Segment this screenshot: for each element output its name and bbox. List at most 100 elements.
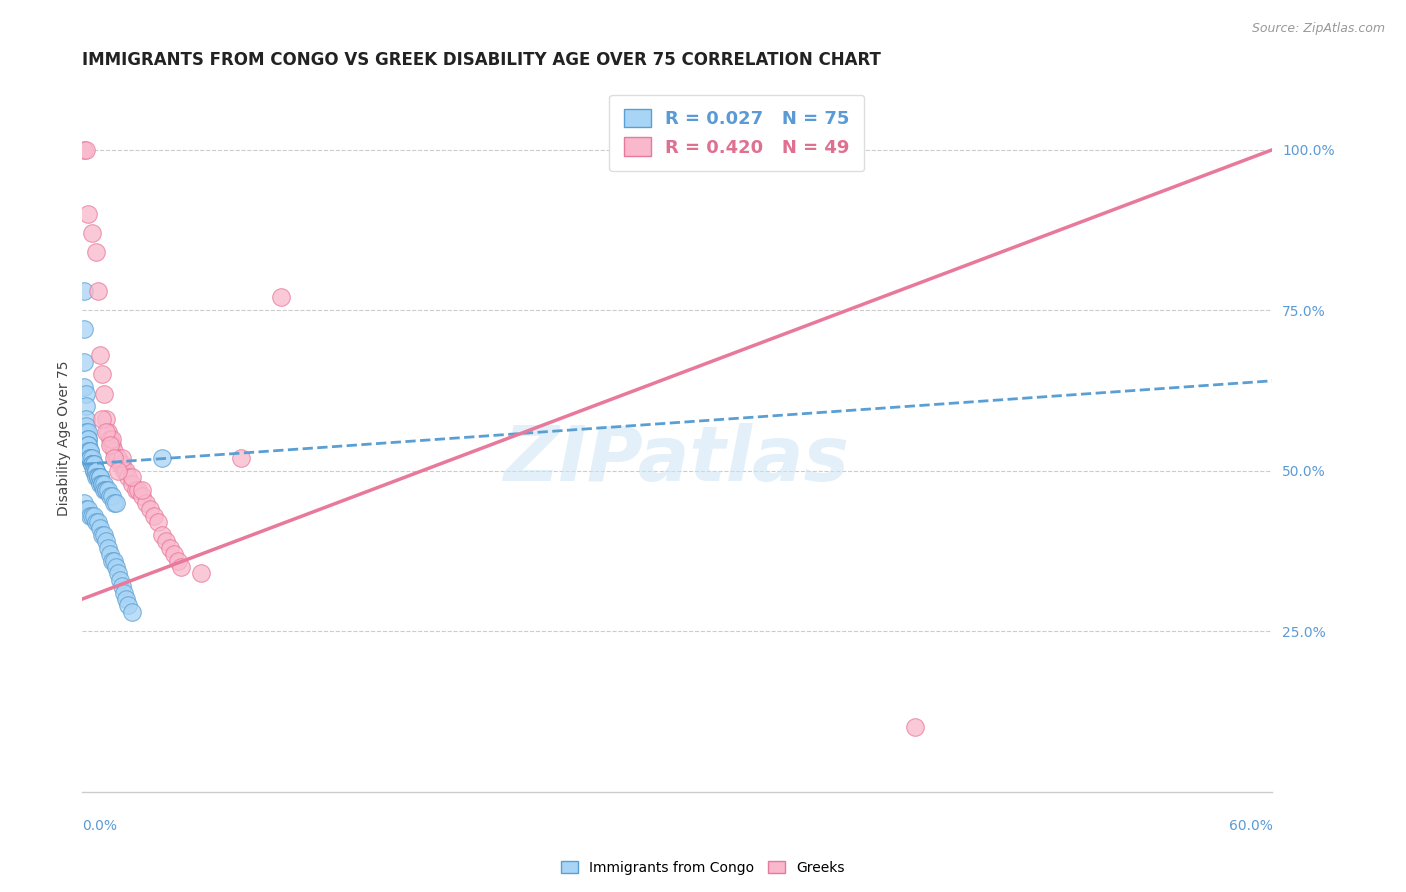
Point	[73, 354, 96, 368]
Point	[103, 496, 125, 510]
Point	[91, 476, 114, 491]
Point	[107, 566, 129, 581]
Text: ZIPatlas: ZIPatlas	[505, 423, 851, 497]
Point	[87, 284, 110, 298]
Point	[89, 521, 111, 535]
Point	[84, 464, 107, 478]
Point	[270, 290, 292, 304]
Point	[91, 476, 114, 491]
Point	[111, 457, 134, 471]
Point	[125, 483, 148, 497]
Text: 0.0%: 0.0%	[83, 820, 117, 833]
Point	[98, 547, 121, 561]
Point	[84, 464, 107, 478]
Point	[904, 721, 927, 735]
Point	[75, 386, 97, 401]
Point	[77, 502, 100, 516]
Point	[111, 579, 134, 593]
Point	[75, 418, 97, 433]
Point	[115, 464, 138, 478]
Point	[93, 476, 115, 491]
Point	[83, 457, 105, 471]
Point	[83, 457, 105, 471]
Point	[105, 560, 128, 574]
Point	[103, 553, 125, 567]
Point	[135, 496, 157, 510]
Text: Source: ZipAtlas.com: Source: ZipAtlas.com	[1251, 22, 1385, 36]
Point	[79, 450, 101, 465]
Point	[89, 470, 111, 484]
Point	[84, 245, 107, 260]
Point	[82, 457, 104, 471]
Point	[73, 143, 96, 157]
Point	[77, 438, 100, 452]
Point	[159, 541, 181, 555]
Point	[82, 508, 104, 523]
Point	[73, 284, 96, 298]
Point	[73, 380, 96, 394]
Point	[98, 438, 121, 452]
Point	[77, 425, 100, 439]
Point	[101, 553, 124, 567]
Point	[83, 464, 105, 478]
Point	[79, 444, 101, 458]
Point	[150, 528, 173, 542]
Point	[108, 457, 131, 471]
Point	[127, 483, 149, 497]
Point	[103, 444, 125, 458]
Point	[105, 450, 128, 465]
Point	[91, 476, 114, 491]
Point	[79, 508, 101, 523]
Point	[77, 207, 100, 221]
Point	[190, 566, 212, 581]
Point	[91, 368, 114, 382]
Point	[77, 438, 100, 452]
Point	[131, 489, 153, 503]
Point	[75, 425, 97, 439]
Point	[112, 464, 135, 478]
Point	[79, 450, 101, 465]
Point	[112, 585, 135, 599]
Point	[94, 534, 117, 549]
Point	[75, 412, 97, 426]
Point	[142, 508, 165, 523]
Point	[91, 528, 114, 542]
Point	[97, 425, 120, 439]
Point	[84, 464, 107, 478]
Point	[77, 432, 100, 446]
Point	[75, 143, 97, 157]
Point	[79, 450, 101, 465]
Point	[105, 496, 128, 510]
Point	[166, 553, 188, 567]
Point	[75, 400, 97, 414]
Point	[825, 143, 848, 157]
Point	[82, 226, 104, 240]
Point	[98, 432, 121, 446]
Point	[87, 515, 110, 529]
Point	[155, 534, 177, 549]
Point	[83, 464, 105, 478]
Point	[107, 450, 129, 465]
Point	[97, 541, 120, 555]
Point	[98, 489, 121, 503]
Point	[77, 432, 100, 446]
Point	[97, 483, 120, 497]
Point	[103, 450, 125, 465]
Legend: R = 0.027   N = 75, R = 0.420   N = 49: R = 0.027 N = 75, R = 0.420 N = 49	[609, 95, 865, 171]
Point	[121, 470, 143, 484]
Point	[111, 450, 134, 465]
Point	[93, 528, 115, 542]
Point	[82, 457, 104, 471]
Point	[117, 599, 139, 613]
Point	[84, 515, 107, 529]
Point	[94, 425, 117, 439]
Point	[170, 560, 193, 574]
Point	[131, 483, 153, 497]
Point	[82, 450, 104, 465]
Point	[77, 444, 100, 458]
Point	[89, 470, 111, 484]
Point	[94, 483, 117, 497]
Point	[108, 573, 131, 587]
Point	[91, 412, 114, 426]
Point	[84, 470, 107, 484]
